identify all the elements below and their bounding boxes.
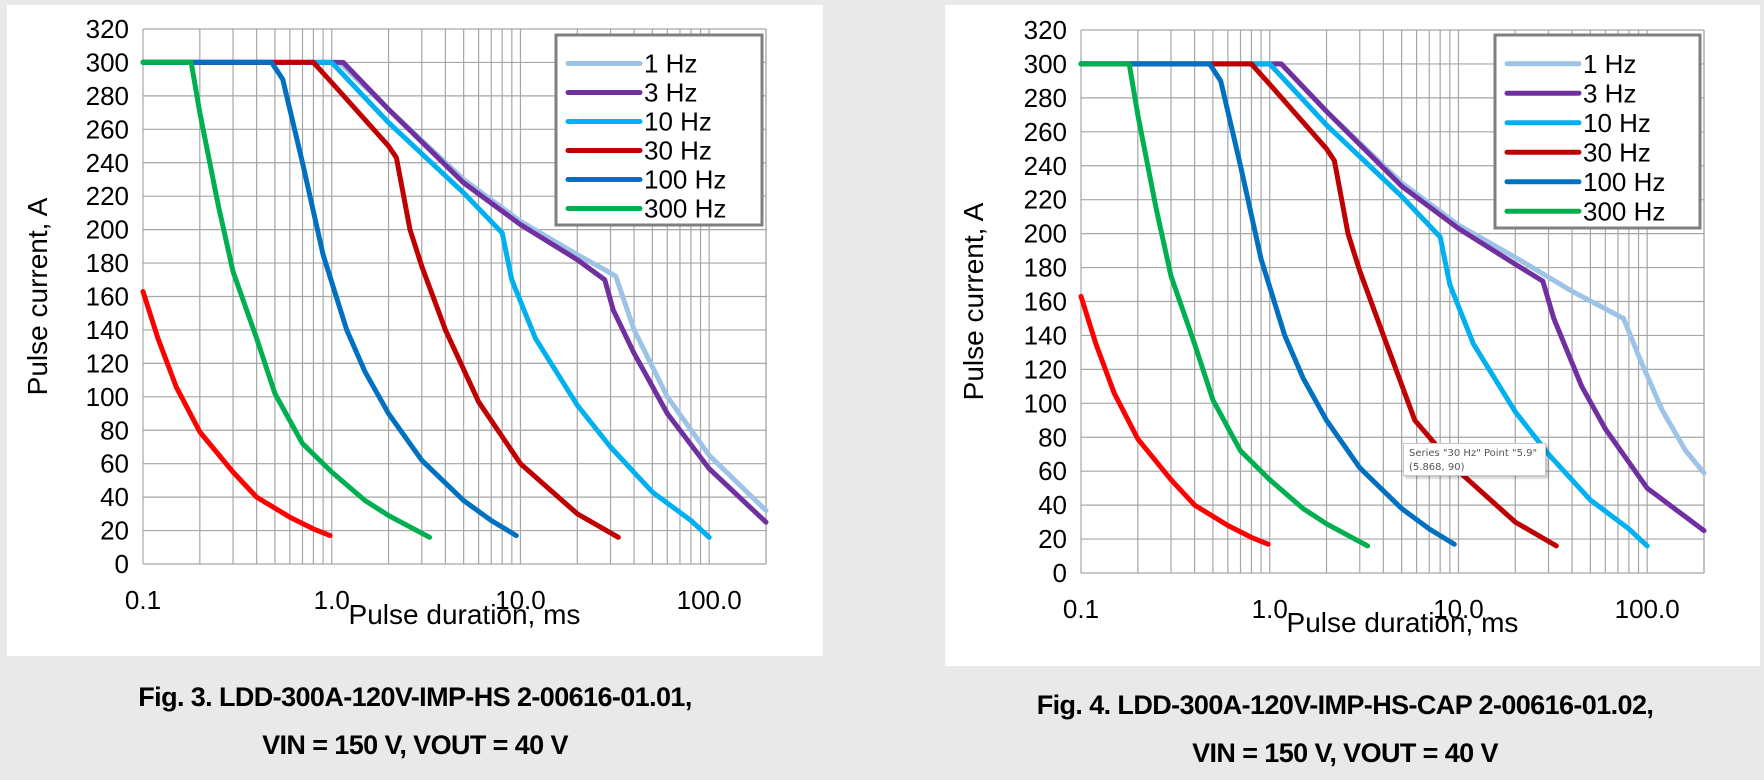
y-tick-label: 140 <box>1024 320 1067 350</box>
series-line-100-hz <box>1078 61 1457 547</box>
series-line-unlabeled <box>1078 293 1271 547</box>
x-tick-label: 100.0 <box>1615 594 1680 624</box>
y-tick-label: 280 <box>1024 83 1067 113</box>
legend-label: 30 Hz <box>1583 137 1651 167</box>
series-line-10-hz <box>1078 61 1650 549</box>
y-tick-label: 20 <box>100 516 129 546</box>
series-line-unlabeled <box>140 289 333 539</box>
x-tick-label: 1.0 <box>1252 594 1288 624</box>
y-tick-label: 160 <box>1024 287 1067 317</box>
y-tick-label: 320 <box>1024 15 1067 45</box>
y-tick-label: 200 <box>1024 219 1067 249</box>
tooltip-series-line: Series "30 Hz" Point "5.9" <box>1409 448 1538 459</box>
legend-label: 30 Hz <box>644 136 712 166</box>
series-line-300-hz <box>1078 61 1371 549</box>
y-tick-label: 180 <box>86 248 129 278</box>
tooltip-value-line: (5.868, 90) <box>1409 462 1465 473</box>
y-tick-label: 300 <box>86 47 129 77</box>
series-line-3-hz <box>140 59 769 525</box>
legend-label: 100 Hz <box>644 165 726 195</box>
series-group <box>1078 61 1707 549</box>
legend-label: 3 Hz <box>644 78 697 108</box>
y-tick-label: 0 <box>1053 558 1067 588</box>
y-tick-label: 100 <box>86 382 129 412</box>
y-tick-label: 220 <box>1024 185 1067 215</box>
legend-box <box>554 33 764 227</box>
series-line-100-hz <box>140 59 519 539</box>
y-tick-label: 100 <box>1024 388 1067 418</box>
figure-3-panel: 0 20 40 60 80 100 120 140 160 180 200 220 240 260 280 3… <box>7 5 823 656</box>
x-tick-label: 100.0 <box>677 585 742 615</box>
legend-label: 300 Hz <box>1583 196 1665 226</box>
data-point-tooltip: Series "30 Hz" Point "5.9" (5.868, 90) <box>1403 443 1546 476</box>
y-tick-label: 120 <box>1024 354 1067 384</box>
y-tick-label: 160 <box>86 282 129 312</box>
legend-label: 10 Hz <box>644 107 712 137</box>
x-tick-label: 0.1 <box>1063 594 1099 624</box>
legend-box <box>1493 33 1702 230</box>
y-tick-label: 240 <box>1024 151 1067 181</box>
y-tick-label: 200 <box>86 215 129 245</box>
legend-label: 300 Hz <box>644 194 726 224</box>
y-tick-label: 40 <box>100 482 129 512</box>
figure-4-panel: 0 20 40 60 80 100 120 140 160 180 200 220 240 260 280 3… <box>945 5 1760 666</box>
y-tick-label: 0 <box>115 549 129 579</box>
series-line-3-hz <box>1078 61 1707 534</box>
legend-label: 1 Hz <box>1583 49 1636 79</box>
x-tick-label: 0.1 <box>125 585 161 615</box>
series-line-10-hz <box>140 59 712 540</box>
x-tick-label: 10.0 <box>495 585 546 615</box>
series-line-30-hz <box>1078 61 1559 549</box>
series-group <box>140 59 769 540</box>
x-tick-label: 1.0 <box>314 585 350 615</box>
figure-4-caption-line-1: Fig. 4. LDD-300A-120V-IMP-HS-CAP 2-00616… <box>1036 690 1654 720</box>
y-axis-title: Pulse current, A <box>958 202 989 400</box>
series-line-30-hz <box>140 59 621 540</box>
figure-4-caption: Fig. 4. LDD-300A-120V-IMP-HS-CAP 2-00616… <box>925 681 1764 777</box>
y-tick-label: 180 <box>1024 253 1067 283</box>
y-tick-label: 120 <box>86 348 129 378</box>
y-tick-label: 320 <box>86 14 129 44</box>
y-axis-title: Pulse current, A <box>22 197 53 395</box>
legend-label: 1 Hz <box>644 49 697 79</box>
y-tick-label: 260 <box>1024 117 1067 147</box>
legend-label: 3 Hz <box>1583 78 1636 108</box>
legend-label: 100 Hz <box>1583 167 1665 197</box>
y-tick-label: 300 <box>1024 49 1067 79</box>
y-tick-label: 240 <box>86 148 129 178</box>
y-tick-label: 140 <box>86 315 129 345</box>
y-tick-label: 280 <box>86 81 129 111</box>
legend-label: 10 Hz <box>1583 108 1651 138</box>
y-tick-label: 80 <box>100 415 129 445</box>
x-tick-label: 10.0 <box>1433 594 1484 624</box>
figure-3-caption-line-2: VIN = 150 V, VOUT = 40 V <box>262 730 568 760</box>
series-line-300-hz <box>140 59 433 540</box>
x-axis-title: Pulse duration, ms <box>1287 607 1519 638</box>
y-tick-label: 60 <box>1038 456 1067 486</box>
y-tick-label: 60 <box>100 449 129 479</box>
y-tick-label: 260 <box>86 114 129 144</box>
figure-3-caption: Fig. 3. LDD-300A-120V-IMP-HS 2-00616-01.… <box>0 673 830 769</box>
y-tick-label: 40 <box>1038 490 1067 520</box>
figure-4-caption-line-2: VIN = 150 V, VOUT = 40 V <box>1192 738 1498 768</box>
x-axis-title: Pulse duration, ms <box>349 599 581 630</box>
y-tick-label: 80 <box>1038 422 1067 452</box>
figure-3-caption-line-1: Fig. 3. LDD-300A-120V-IMP-HS 2-00616-01.… <box>138 682 692 712</box>
y-tick-label: 20 <box>1038 524 1067 554</box>
y-tick-label: 220 <box>86 181 129 211</box>
